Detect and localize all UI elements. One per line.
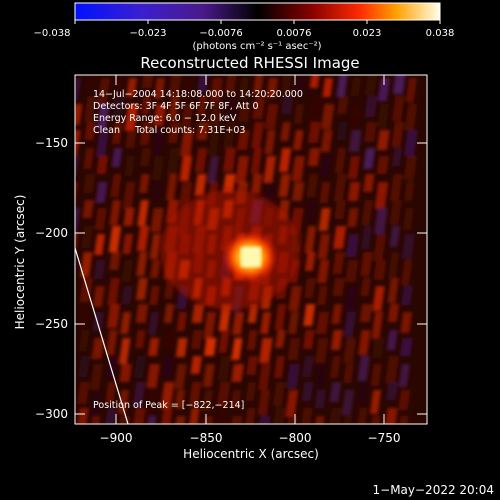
annotation-energy-range: Energy Range: 6.0 − 12.0 keV (93, 113, 237, 124)
colorbar-tick-label-4: 0.0076 (277, 28, 312, 39)
annotation-block: 14−Jul−2004 14:18:08.000 to 14:20:20.000… (93, 89, 303, 136)
y-tick-label-1: −150 (35, 136, 68, 150)
peak-position-label: Position of Peak = [−822,−214] (93, 400, 244, 411)
colorbar (74, 2, 441, 21)
x-axis-label: Heliocentric X (arcsec) (183, 447, 319, 461)
colorbar-ticks (74, 20, 441, 24)
y-tick-label-3: −250 (35, 317, 68, 331)
x-tick-label-4: −750 (368, 431, 401, 445)
y-tick-label-4: −300 (35, 407, 68, 421)
x-tick-label-3: −800 (279, 431, 312, 445)
plot-frame (74, 74, 428, 425)
y-axis-ticks (75, 142, 427, 415)
annotation-clean-counts: Clean Total counts: 7.31E+03 (93, 125, 245, 136)
x-tick-label-2: −850 (190, 431, 223, 445)
x-axis-ticks (115, 75, 385, 424)
colorbar-tick-label-1: −0.038 (33, 28, 70, 39)
annotation-detectors: Detectors: 3F 4F 5F 6F 7F 8F, Att 0 (93, 101, 259, 112)
generation-timestamp: 1−May−2022 20:04 (373, 483, 495, 497)
colorbar-tick-label-6: 0.038 (426, 28, 455, 39)
colorbar-tick-label-3: −0.0076 (199, 28, 242, 39)
colorbar-tick-label-5: 0.023 (353, 28, 382, 39)
solar-limb-line (74, 247, 129, 425)
colorbar-tick-label-2: −0.023 (129, 28, 166, 39)
y-axis-label: Heliocentric Y (arcsec) (13, 195, 27, 330)
y-tick-label-2: −200 (35, 226, 68, 240)
annotation-time-range: 14−Jul−2004 14:18:08.000 to 14:20:20.000 (93, 89, 303, 100)
colorbar-unit-label: (photons cm⁻² s⁻¹ asec⁻²) (192, 41, 321, 52)
x-tick-label-1: −900 (100, 431, 133, 445)
plot-title: Reconstructed RHESSI Image (140, 54, 359, 72)
solar-image (75, 75, 427, 424)
